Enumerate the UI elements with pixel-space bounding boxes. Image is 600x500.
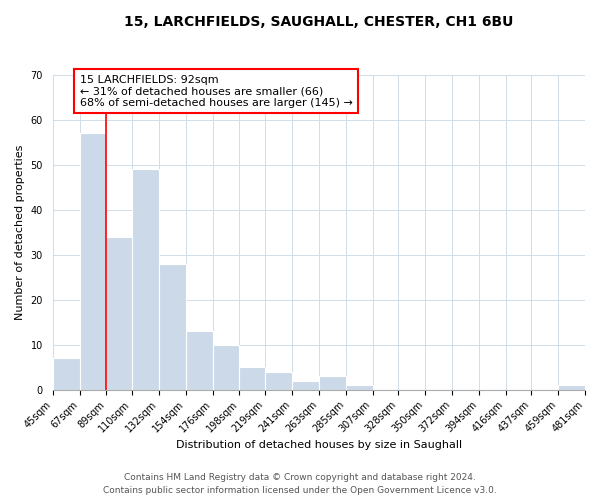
- Text: 15 LARCHFIELDS: 92sqm
← 31% of detached houses are smaller (66)
68% of semi-deta: 15 LARCHFIELDS: 92sqm ← 31% of detached …: [80, 74, 352, 108]
- Bar: [132, 169, 159, 390]
- Bar: [239, 368, 265, 390]
- Bar: [106, 236, 132, 390]
- Bar: [80, 133, 106, 390]
- Bar: [558, 386, 585, 390]
- Y-axis label: Number of detached properties: Number of detached properties: [15, 144, 25, 320]
- Bar: [212, 345, 239, 390]
- Bar: [53, 358, 80, 390]
- Bar: [292, 381, 319, 390]
- Bar: [319, 376, 346, 390]
- Text: Contains HM Land Registry data © Crown copyright and database right 2024.
Contai: Contains HM Land Registry data © Crown c…: [103, 474, 497, 495]
- Bar: [186, 332, 212, 390]
- Bar: [265, 372, 292, 390]
- Bar: [346, 386, 373, 390]
- X-axis label: Distribution of detached houses by size in Saughall: Distribution of detached houses by size …: [176, 440, 462, 450]
- Title: 15, LARCHFIELDS, SAUGHALL, CHESTER, CH1 6BU: 15, LARCHFIELDS, SAUGHALL, CHESTER, CH1 …: [124, 15, 514, 29]
- Bar: [159, 264, 186, 390]
